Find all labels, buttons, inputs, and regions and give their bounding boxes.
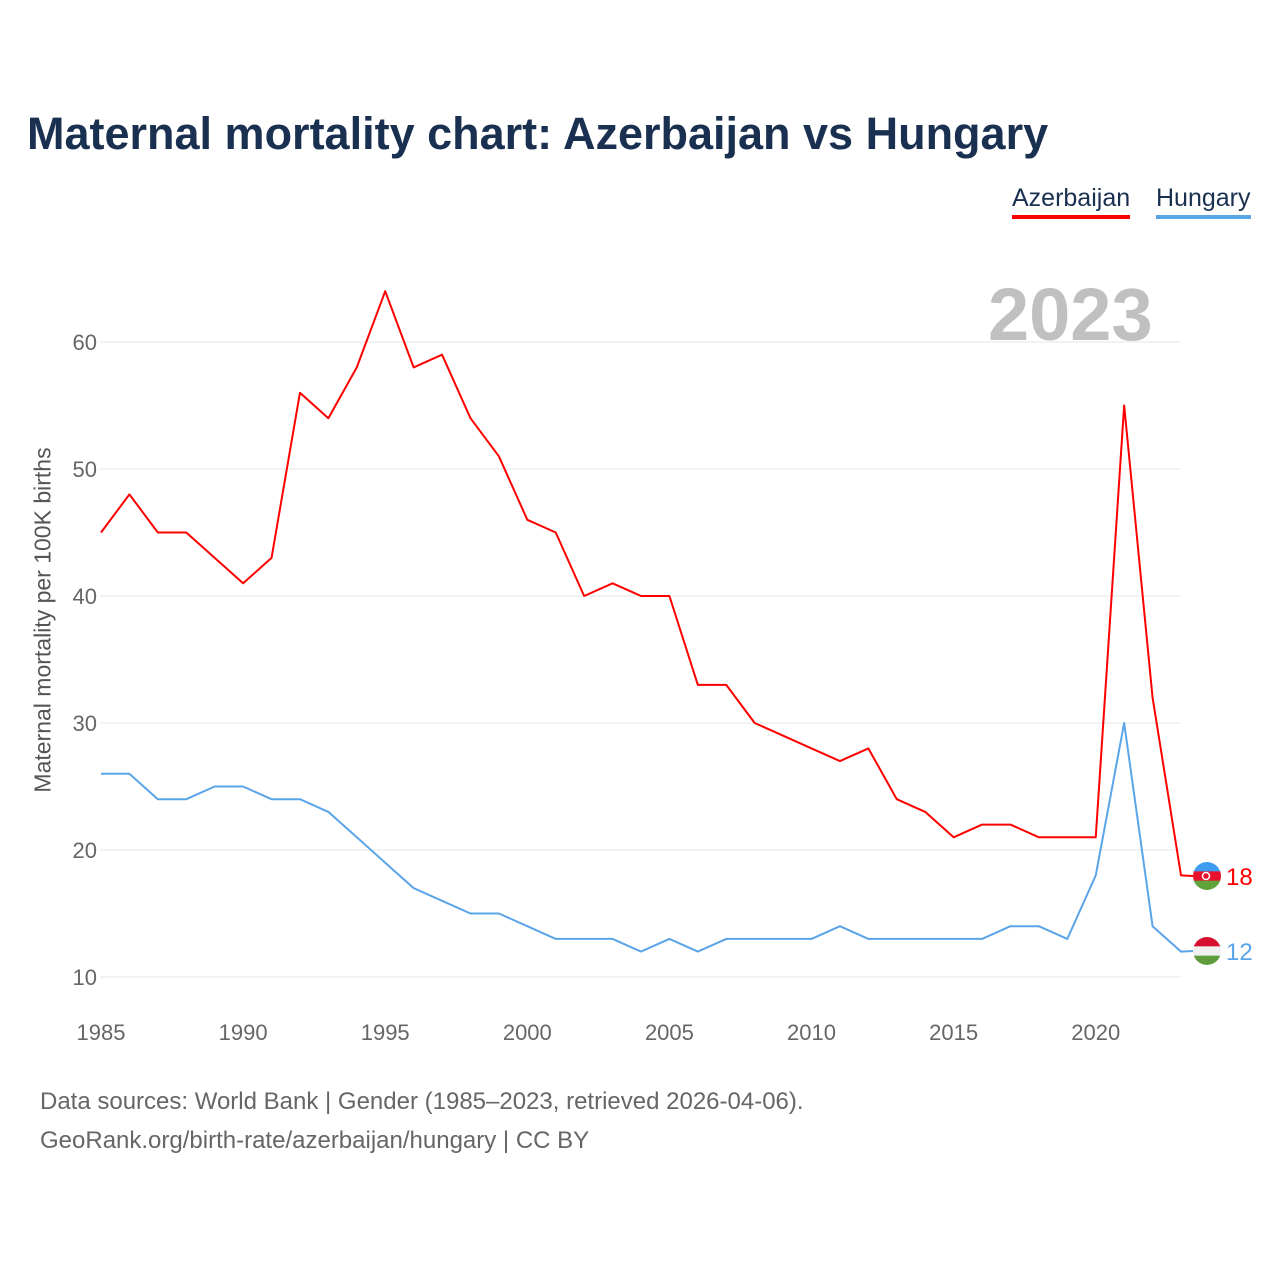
x-tick-label: 2005: [645, 1020, 694, 1045]
end-value-label-azerbaijan: 18: [1226, 864, 1253, 891]
x-tick-label: 2000: [503, 1020, 552, 1045]
series-line-azerbaijan: [100, 290, 1194, 877]
source-text: Data sources: World Bank | Gender (1985–…: [40, 1088, 804, 1115]
series-line-hungary: [101, 722, 1194, 953]
y-tick-label: 40: [73, 584, 97, 609]
legend-azerbaijan[interactable]: Azerbaijan: [1012, 184, 1131, 219]
y-tick-label: 20: [73, 838, 97, 863]
y-tick-label: 10: [73, 965, 97, 990]
y-tick-label: 50: [73, 457, 97, 482]
end-value-label-hungary: 12: [1226, 939, 1253, 966]
y-tick-label: 60: [73, 330, 97, 355]
attribution-link[interactable]: GeoRank.org/birth-rate/azerbaijan/hungar…: [40, 1127, 590, 1154]
chart-title: Maternal mortality chart: Azerbaijan vs …: [27, 108, 1049, 159]
x-tick-label: 1990: [219, 1020, 268, 1045]
legend-hungary[interactable]: Hungary: [1156, 184, 1251, 219]
flag-azerbaijan-icon: [1193, 862, 1221, 890]
flag-hungary-icon: [1193, 937, 1221, 965]
x-tick-label: 1995: [361, 1020, 410, 1045]
y-tick-label: 30: [73, 711, 97, 736]
x-tick-label: 2020: [1071, 1020, 1120, 1045]
x-tick-label: 2010: [787, 1020, 836, 1045]
x-tick-label: 1985: [77, 1020, 126, 1045]
x-tick-label: 2015: [929, 1020, 978, 1045]
